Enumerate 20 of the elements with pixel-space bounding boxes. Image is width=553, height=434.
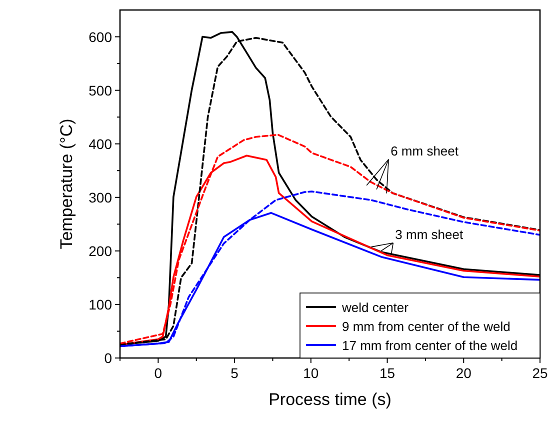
y-tick-label: 400 — [88, 136, 112, 152]
x-tick-label: 25 — [532, 365, 548, 381]
y-tick-label: 200 — [88, 242, 112, 259]
y-tick-label: 500 — [88, 82, 112, 98]
y-axis-title: Temperature (°C) — [57, 118, 76, 250]
legend-label: 17 mm from center of the weld — [342, 338, 518, 353]
legend-label: 9 mm from center of the weld — [342, 319, 510, 334]
x-tick-label: 15 — [379, 365, 396, 381]
annotation: 3 mm sheet — [395, 226, 464, 242]
x-tick-label: 10 — [303, 365, 319, 381]
x-tick-label: 5 — [230, 365, 239, 381]
x-tick-label: 0 — [154, 365, 162, 381]
annotation: 6 mm sheet — [390, 143, 459, 158]
y-tick-label: 0 — [104, 350, 112, 366]
legend-label: weld center — [341, 300, 410, 315]
y-tick-label: 300 — [88, 189, 112, 206]
x-tick-label: 20 — [456, 365, 472, 381]
y-tick-label: 600 — [88, 28, 112, 45]
y-tick-label: 100 — [88, 296, 112, 312]
x-axis-title: Process time (s) — [268, 390, 392, 409]
